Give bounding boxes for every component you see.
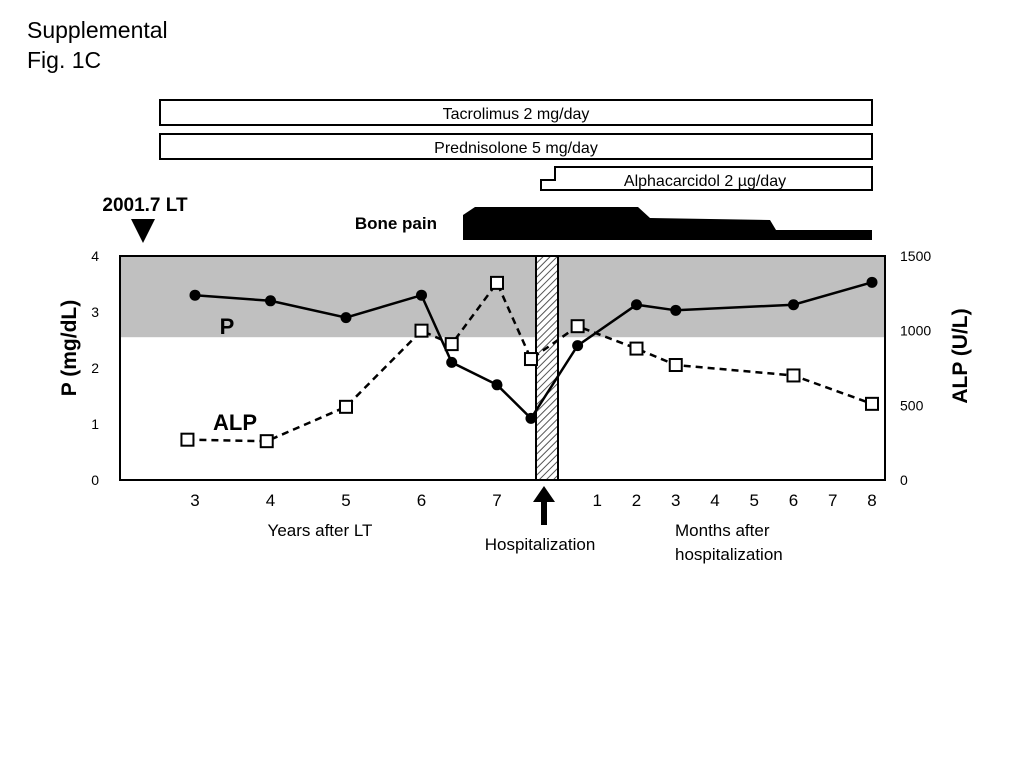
x-month-tick-label: 8: [867, 491, 876, 510]
right-axis-label: ALP (U/L): [949, 308, 972, 403]
p-point: [572, 340, 584, 352]
p-point: [340, 312, 352, 324]
figure-title-line1: Supplemental: [27, 17, 168, 43]
p-series-label: P: [220, 314, 235, 339]
left-tick-label: 0: [91, 472, 99, 488]
alphacarcidol-bar: [540, 166, 873, 191]
alp-point: [523, 352, 538, 367]
p-point: [631, 299, 642, 311]
figure-title: Supplemental Fig. 1C: [27, 15, 168, 75]
alp-point: [490, 275, 504, 290]
hospitalization-period: [535, 255, 559, 481]
down-triangle-icon: [131, 219, 155, 243]
left-axis-label: P (mg/dL): [58, 300, 81, 396]
x-year-tick-label: 7: [492, 491, 501, 510]
p-point: [525, 412, 537, 424]
right-axis-ticks: 0 500 1000 1500: [900, 248, 931, 488]
x-year-tick-label: 5: [341, 491, 350, 510]
alp-point: [668, 358, 683, 373]
p-point: [446, 356, 458, 368]
hospitalization-marker: Hospitalization: [485, 486, 596, 554]
p-point: [189, 289, 201, 301]
alp-point: [570, 319, 585, 334]
tacrolimus-label: Tacrolimus 2 mg/day: [443, 106, 590, 123]
left-tick-label: 4: [91, 248, 99, 264]
alp-point: [629, 341, 644, 356]
treatment-bars: Tacrolimus 2 mg/day Prednisolone 5 mg/da…: [159, 99, 873, 191]
bone-pain-label: Bone pain: [355, 214, 437, 233]
alp-point: [339, 399, 353, 414]
tacrolimus-bar: [159, 99, 873, 126]
series-layer: [180, 275, 879, 449]
plot-frame: [119, 255, 886, 481]
p-point: [670, 304, 682, 316]
lt-label: 2001.7 LT: [102, 195, 188, 216]
x-year-tick-label: 6: [417, 491, 426, 510]
x-right-axis-label-line2: hospitalization: [675, 545, 783, 564]
x-year-tick-label: 3: [190, 491, 199, 510]
prednisolone-label: Prednisolone 5 mg/day: [434, 140, 598, 157]
p-point: [416, 289, 427, 301]
x-axis-ticks: 3 4 5 6 7 1 2 3 4 5 6 7 8: [190, 491, 876, 510]
x-year-tick-label: 4: [266, 491, 275, 510]
alp-series-label: ALP: [213, 410, 257, 435]
x-left-axis-label: Years after LT: [268, 521, 373, 540]
x-month-tick-label: 5: [750, 491, 759, 510]
x-month-tick-label: 6: [789, 491, 798, 510]
left-tick-label: 3: [91, 304, 99, 320]
p-point: [866, 276, 878, 288]
right-tick-label: 1500: [900, 248, 931, 264]
alp-point: [865, 396, 879, 411]
left-tick-label: 1: [91, 416, 99, 432]
alp-series-line: [187, 280, 873, 443]
right-tick-label: 500: [900, 397, 924, 413]
alp-point: [180, 432, 195, 447]
right-tick-label: 0: [900, 472, 908, 488]
right-tick-label: 1000: [900, 323, 931, 339]
x-month-tick-label: 7: [828, 491, 837, 510]
bone-pain: Bone pain: [355, 207, 872, 240]
alp-point: [259, 434, 274, 449]
x-month-tick-label: 4: [710, 491, 719, 510]
hospitalization-label: Hospitalization: [485, 535, 596, 554]
x-month-tick-label: 2: [632, 491, 641, 510]
x-right-axis-label-line1: Months after: [675, 521, 770, 540]
up-arrow-icon: [533, 486, 555, 525]
p-point: [788, 299, 799, 311]
lt-marker: 2001.7 LT: [102, 195, 188, 243]
alp-point: [414, 323, 429, 338]
p-series-line: [194, 281, 873, 421]
left-tick-label: 2: [91, 360, 99, 376]
x-month-tick-label: 1: [593, 491, 602, 510]
alp-point: [444, 337, 459, 352]
left-axis-ticks: 0 1 2 3 4: [91, 248, 99, 488]
bone-pain-bar: [463, 207, 872, 240]
p-point: [265, 295, 276, 307]
figure-title-line2: Fig. 1C: [27, 47, 102, 73]
x-month-tick-label: 3: [671, 491, 680, 510]
p-point: [491, 379, 503, 391]
alphacarcidol-label: Alphacarcidol 2 µg/day: [624, 173, 786, 190]
prednisolone-bar: [159, 133, 873, 160]
alp-point: [786, 368, 801, 383]
